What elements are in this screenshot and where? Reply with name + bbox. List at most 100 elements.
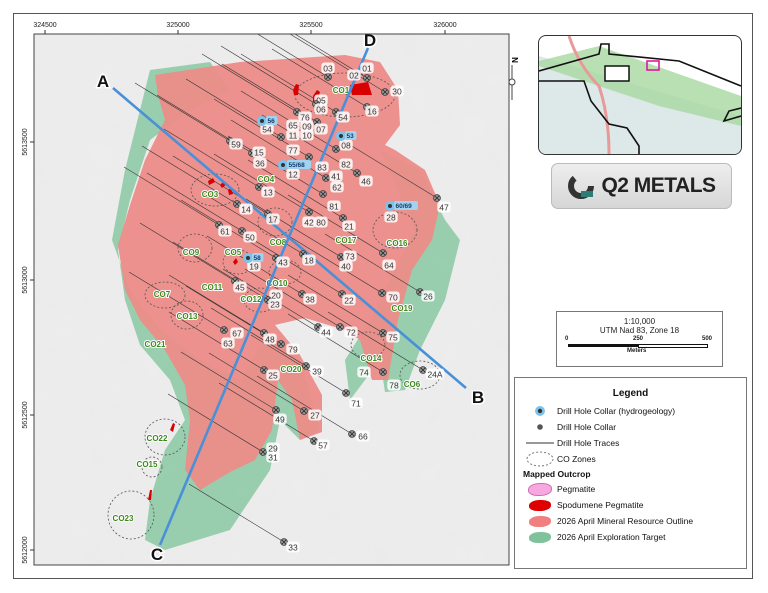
drill-hole-label[interactable]: 41 [331,172,341,182]
hydro-collar-icon[interactable] [257,116,267,126]
drill-collar-icon[interactable] [220,326,228,334]
drill-hole-label[interactable]: 76 [300,113,310,123]
drill-collar-icon[interactable] [336,323,344,331]
drill-hole-label[interactable]: 36 [255,159,265,169]
drill-hole-label[interactable]: 75 [388,333,398,343]
drill-hole-label[interactable]: 08 [341,141,351,151]
drill-collar-icon[interactable] [277,340,285,348]
drill-collar-icon[interactable] [324,73,332,81]
hydro-hole-label[interactable]: 60/69 [396,203,413,210]
drill-hole-label[interactable]: 24A [427,370,442,380]
drill-collar-icon[interactable] [379,368,387,376]
hydro-collar-icon[interactable] [336,131,346,141]
drill-collar-icon[interactable] [300,407,308,415]
drill-collar-icon[interactable] [353,169,361,177]
drill-hole-label[interactable]: 71 [351,399,361,409]
drill-hole-label[interactable]: 28 [386,213,396,223]
drill-hole-label[interactable]: 05 [316,96,326,106]
drill-collar-icon[interactable] [433,194,441,202]
drill-collar-icon[interactable] [238,227,246,235]
drill-hole-label[interactable]: 72 [346,328,356,338]
drill-hole-label[interactable]: 54 [338,113,348,123]
hydro-hole-label[interactable]: 58 [254,255,262,262]
drill-hole-label[interactable]: 23 [270,300,280,310]
hydro-hole-label[interactable]: 56 [268,118,276,125]
drill-collar-icon[interactable] [332,145,340,153]
drill-hole-label[interactable]: 44 [321,328,331,338]
drill-hole-label[interactable]: 64 [384,261,394,271]
drill-hole-label[interactable]: 57 [318,441,328,451]
drill-collar-icon[interactable] [302,362,310,370]
drill-hole-label[interactable]: 29 [268,444,278,454]
drill-hole-label[interactable]: 07 [316,125,326,135]
drill-hole-label[interactable]: 80 [316,218,326,228]
drill-collar-icon[interactable] [419,366,427,374]
drill-collar-icon[interactable] [259,448,267,456]
drill-hole-label[interactable]: 10 [302,131,312,141]
drill-hole-label[interactable]: 30 [392,87,402,97]
drill-hole-label[interactable]: 78 [389,381,399,391]
drill-hole-label[interactable]: 74 [359,368,369,378]
drill-hole-label[interactable]: 66 [358,432,368,442]
drill-hole-label[interactable]: 22 [344,296,354,306]
drill-collar-icon[interactable] [379,249,387,257]
drill-hole-label[interactable]: 54 [262,125,272,135]
drill-hole-label[interactable]: 47 [439,203,449,213]
drill-collar-icon[interactable] [381,88,389,96]
drill-hole-label[interactable]: 12 [288,170,298,180]
hydro-hole-label[interactable]: 53 [347,133,355,140]
drill-hole-label[interactable]: 19 [249,262,259,272]
drill-collar-icon[interactable] [379,329,387,337]
drill-hole-label[interactable]: 49 [275,415,285,425]
drill-collar-icon[interactable] [348,430,356,438]
drill-hole-label[interactable]: 09 [302,122,312,132]
drill-hole-label[interactable]: 59 [231,140,241,150]
drill-hole-label[interactable]: 70 [388,293,398,303]
drill-hole-label[interactable]: 46 [361,177,371,187]
drill-collar-icon[interactable] [310,437,318,445]
drill-hole-label[interactable]: 65 [288,121,298,131]
drill-hole-label[interactable]: 81 [329,202,339,212]
drill-collar-icon[interactable] [305,208,313,216]
drill-hole-label[interactable]: 01 [362,64,372,74]
drill-hole-label[interactable]: 06 [316,105,326,115]
drill-hole-label[interactable]: 15 [254,148,264,158]
drill-hole-label[interactable]: 67 [232,329,242,339]
drill-hole-label[interactable]: 26 [423,292,433,302]
drill-hole-label[interactable]: 45 [235,283,245,293]
drill-collar-icon[interactable] [280,538,288,546]
drill-collar-icon[interactable] [260,366,268,374]
drill-hole-label[interactable]: 14 [241,205,251,215]
hydro-hole-label[interactable]: 55/68 [289,162,306,169]
drill-hole-label[interactable]: 27 [310,411,320,421]
hydro-collar-icon[interactable] [385,201,395,211]
drill-hole-label[interactable]: 42 [304,218,314,228]
drill-hole-label[interactable]: 03 [323,64,333,74]
drill-hole-label[interactable]: 50 [245,233,255,243]
drill-hole-label[interactable]: 38 [305,295,315,305]
drill-collar-icon[interactable] [277,133,285,141]
drill-collar-icon[interactable] [233,200,241,208]
hydro-collar-icon[interactable] [278,160,288,170]
drill-collar-icon[interactable] [305,153,313,161]
drill-hole-label[interactable]: 02 [349,71,359,81]
drill-hole-label[interactable]: 25 [268,371,278,381]
drill-hole-label[interactable]: 39 [312,367,322,377]
drill-collar-icon[interactable] [378,289,386,297]
drill-collar-icon[interactable] [363,74,371,82]
drill-hole-label[interactable]: 40 [341,262,351,272]
drill-hole-label[interactable]: 33 [288,543,298,553]
drill-hole-label[interactable]: 21 [344,222,354,232]
drill-hole-label[interactable]: 31 [268,453,278,463]
drill-hole-label[interactable]: 18 [304,256,314,266]
drill-hole-label[interactable]: 13 [263,188,273,198]
drill-hole-label[interactable]: 11 [289,131,298,141]
drill-hole-label[interactable]: 62 [332,183,342,193]
drill-hole-label[interactable]: 43 [278,258,288,268]
drill-hole-label[interactable]: 73 [345,252,355,262]
drill-collar-icon[interactable] [342,389,350,397]
drill-hole-label[interactable]: 79 [288,345,298,355]
drill-hole-label[interactable]: 17 [268,215,278,225]
drill-collar-icon[interactable] [322,174,330,182]
